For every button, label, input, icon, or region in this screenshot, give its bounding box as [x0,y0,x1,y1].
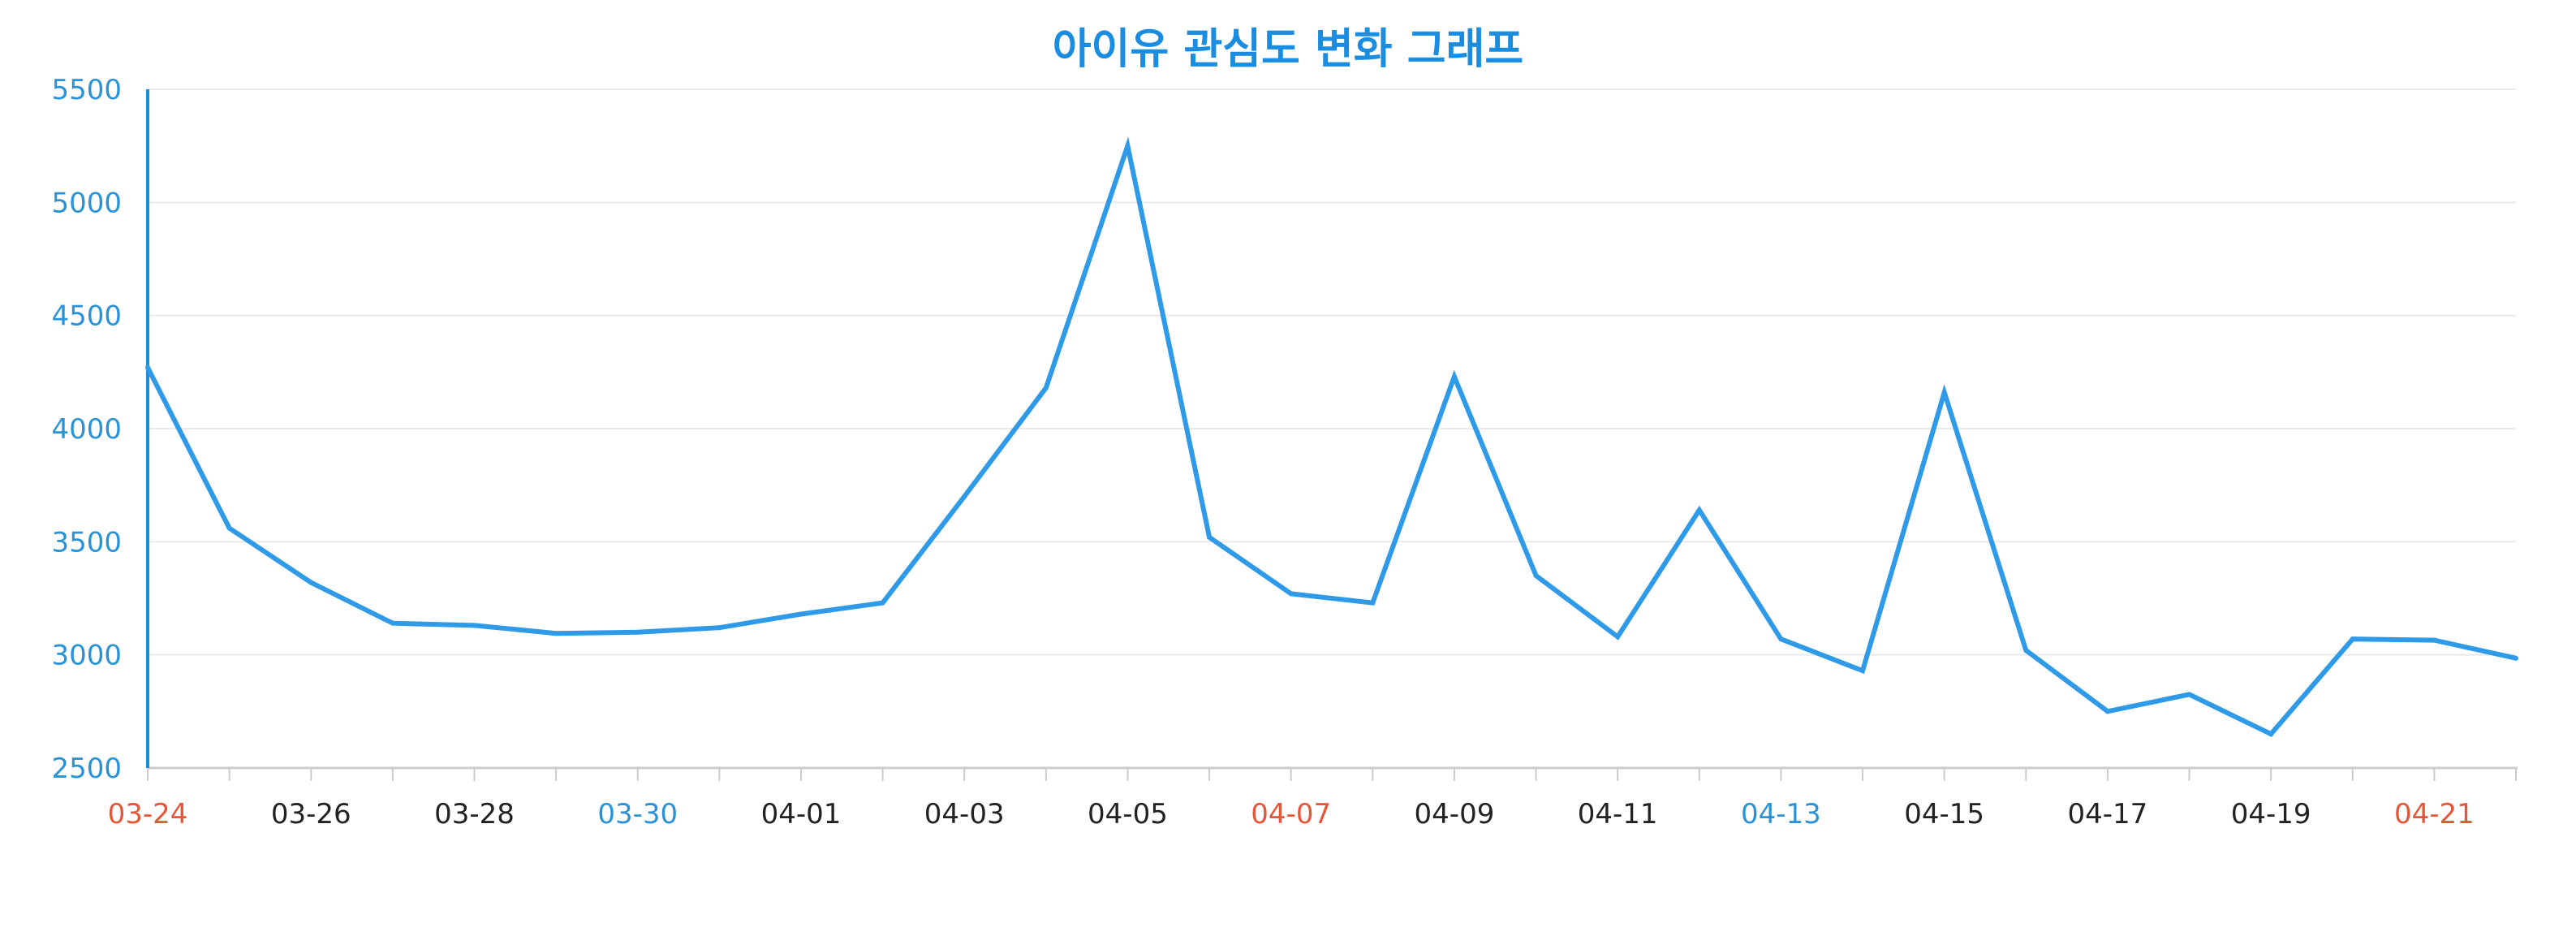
data-point[interactable] [635,629,640,635]
data-point[interactable] [1696,507,1702,513]
grid-lines [148,88,2516,656]
x-tick-label: 04-17 [2067,798,2147,830]
axes [146,89,2518,781]
x-tick-label: 04-19 [2231,798,2311,830]
y-tick-label: 5000 [51,187,122,219]
data-point[interactable] [390,620,395,626]
data-point[interactable] [226,525,232,531]
data-point[interactable] [1370,600,1376,606]
x-tick-label: 04-21 [2394,798,2475,830]
data-point[interactable] [2186,692,2192,697]
x-tick-label: 04-05 [1088,798,1168,830]
x-tick-label: 03-24 [108,798,188,830]
x-tick-label: 04-15 [1904,798,1984,830]
data-point[interactable] [2268,731,2274,737]
series-layer [145,136,2518,737]
x-tick-label: 04-03 [924,798,1005,830]
data-point[interactable] [472,623,477,628]
data-point[interactable] [717,625,722,631]
data-point[interactable] [1043,385,1049,390]
data-point[interactable] [308,580,314,585]
series-points [145,143,2518,737]
data-point[interactable] [798,611,803,617]
data-point[interactable] [880,600,885,606]
x-tick-label: 04-13 [1741,798,1821,830]
data-point[interactable] [1778,636,1784,642]
data-point[interactable] [1615,634,1621,640]
series-line [145,136,2517,737]
data-point[interactable] [2104,709,2110,714]
x-tick-label: 04-11 [1578,798,1658,830]
data-point[interactable] [554,631,559,636]
x-tick-label: 04-01 [761,798,842,830]
x-axis-tick-labels: 03-24 03-26 03-28 03-30 04-01 04-03 04-05 04-07… [108,798,2475,830]
x-tick-label: 03-28 [434,798,515,830]
y-axis-tick-labels: 5500 5000 4500 4000 3500 3000 2500 [51,74,122,785]
data-point[interactable] [1533,573,1539,579]
x-tick-label: 03-26 [271,798,351,830]
x-tick-label: 04-07 [1251,798,1331,830]
data-point[interactable] [2432,637,2437,643]
x-tick-label: 03-30 [597,798,678,830]
data-point[interactable] [1451,373,1457,379]
y-tick-label: 3000 [51,640,122,672]
data-point[interactable] [962,494,967,499]
data-point[interactable] [145,364,150,370]
y-tick-label: 5500 [51,74,122,106]
data-point[interactable] [2350,636,2355,642]
data-point[interactable] [1125,143,1131,149]
data-point[interactable] [1860,668,1866,674]
data-point[interactable] [2023,648,2029,653]
data-point[interactable] [1207,534,1213,540]
data-point[interactable] [2514,655,2518,661]
data-point[interactable] [1941,390,1947,395]
x-tick-label: 04-09 [1415,798,1495,830]
y-tick-label: 4000 [51,413,122,446]
data-point[interactable] [1288,591,1294,597]
y-tick-label: 4500 [51,300,122,333]
y-tick-label: 2500 [51,753,122,785]
chart-title: 아이유 관심도 변화 그래프 [1053,25,1524,74]
y-tick-label: 3500 [51,526,122,559]
